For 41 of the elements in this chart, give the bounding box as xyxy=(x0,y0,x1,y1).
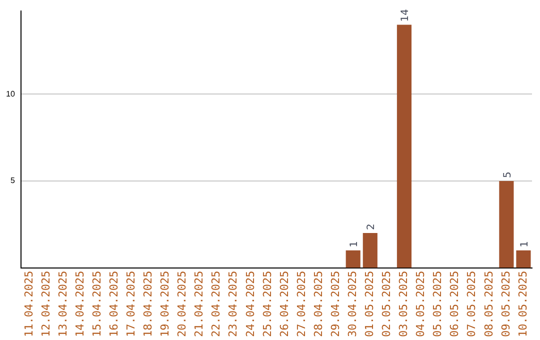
bar xyxy=(499,180,514,268)
x-tick-label: 14.04.2025 xyxy=(73,270,86,338)
x-tick-label: 30.04.2025 xyxy=(346,270,359,338)
data-label: 5 xyxy=(502,172,514,178)
x-tick-label: 20.04.2025 xyxy=(176,270,189,338)
x-tick-label: 22.04.2025 xyxy=(210,270,223,338)
x-tick-label: 16.04.2025 xyxy=(107,270,120,338)
data-label: 2 xyxy=(366,224,378,230)
x-tick-label: 19.04.2025 xyxy=(158,270,172,338)
x-tick-label: 08.05.2025 xyxy=(482,270,496,338)
x-tick-label: 10.05.2025 xyxy=(516,270,530,338)
x-tick-label: 13.04.2025 xyxy=(56,270,70,338)
x-tick-label: 07.05.2025 xyxy=(465,270,478,338)
data-label: 1 xyxy=(349,241,360,248)
x-tick-label: 21.04.2025 xyxy=(192,270,206,338)
x-tick-label: 15.04.2025 xyxy=(90,270,104,338)
x-tick-label: 06.05.2025 xyxy=(448,270,462,338)
bar xyxy=(362,233,378,268)
bar xyxy=(396,24,412,268)
x-tick-label: 09.05.2025 xyxy=(499,270,512,338)
data-label: 14 xyxy=(400,8,412,22)
x-tick-label: 18.04.2025 xyxy=(142,270,155,338)
x-tick-label: 28.04.2025 xyxy=(312,270,325,338)
bar xyxy=(516,250,531,268)
x-tick-label: 04.05.2025 xyxy=(414,270,428,338)
x-tick-label: 27.04.2025 xyxy=(294,270,308,338)
y-tick-label: 10 xyxy=(6,89,16,98)
x-tick-label: 17.04.2025 xyxy=(124,270,138,338)
x-tick-label: 05.05.2025 xyxy=(431,270,444,338)
x-tick-label: 02.05.2025 xyxy=(380,270,394,338)
x-tick-label: 11.04.2025 xyxy=(22,270,36,338)
bar xyxy=(346,250,360,268)
x-tick-label: 03.05.2025 xyxy=(397,270,410,338)
x-tick-label: 12.04.2025 xyxy=(39,270,52,338)
x-tick-label: 01.05.2025 xyxy=(363,270,376,338)
data-label: 1 xyxy=(519,241,530,248)
x-tick-label: 29.04.2025 xyxy=(328,270,342,338)
x-tick-label: 25.04.2025 xyxy=(260,270,274,338)
x-tick-label: 23.04.2025 xyxy=(226,270,240,338)
x-tick-label: 24.04.2025 xyxy=(244,270,257,338)
x-tick-label: 26.04.2025 xyxy=(278,270,291,338)
